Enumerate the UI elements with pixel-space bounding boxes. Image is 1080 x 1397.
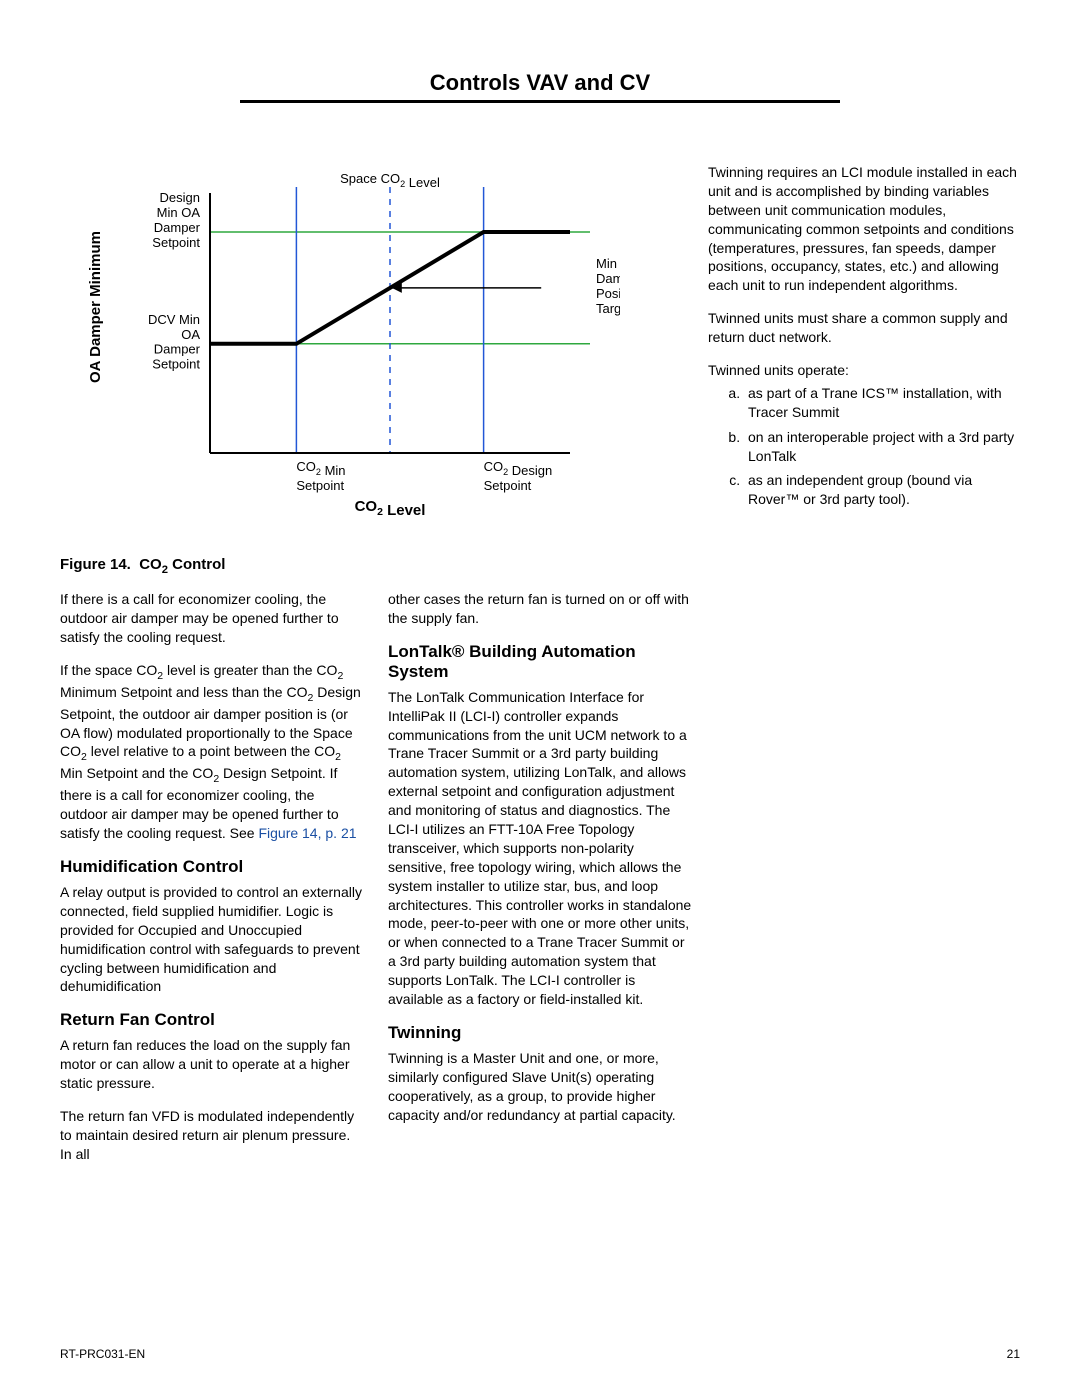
column-1: If there is a call for economizer coolin… [60,590,364,1178]
co2-modulation-paragraph: If the space CO2 level is greater than t… [60,661,364,843]
column-3-top: Twinning requires an LCI module installe… [708,163,1020,590]
twinned-operate-intro: Twinned units operate: [708,361,1020,380]
top-row: Space CO2 LevelDesignMin OADamperSetpoin… [60,163,1020,590]
economizer-paragraph: If there is a call for economizer coolin… [60,590,364,647]
chart-column: Space CO2 LevelDesignMin OADamperSetpoin… [60,163,684,590]
svg-text:DCV MinOADamperSetpoint: DCV MinOADamperSetpoint [148,312,201,372]
humidification-paragraph: A relay output is provided to control an… [60,883,364,996]
page-footer: RT-PRC031-EN 21 [60,1347,1020,1361]
page-number: 21 [1007,1347,1020,1361]
return-fan-heading: Return Fan Control [60,1010,364,1030]
svg-text:Min OADamperPositionTarget: Min OADamperPositionTarget [596,256,620,316]
document-page: Controls VAV and CV Space CO2 LevelDesig… [0,0,1080,1397]
column-3-bottom [716,590,1020,1178]
co2-control-chart: Space CO2 LevelDesignMin OADamperSetpoin… [60,163,620,543]
svg-text:DesignMin OADamperSetpoint: DesignMin OADamperSetpoint [152,190,200,250]
list-item: on an interoperable project with a 3rd p… [744,428,1020,466]
figure-caption: Figure 14. CO2 Control [60,556,684,576]
title-rule [240,100,840,103]
svg-text:CO2 DesignSetpoint: CO2 DesignSetpoint [484,459,553,493]
column-2: other cases the return fan is turned on … [388,590,692,1178]
list-item: as an independent group (bound via Rover… [744,471,1020,509]
twinned-duct-paragraph: Twinned units must share a common supply… [708,309,1020,347]
humidification-heading: Humidification Control [60,857,364,877]
twinned-operate-list: as part of a Trane ICS™ installation, wi… [708,384,1020,509]
twinning-paragraph: Twinning is a Master Unit and one, or mo… [388,1049,692,1125]
svg-text:CO2 Level: CO2 Level [355,498,426,519]
return-fan-p2: The return fan VFD is modulated independ… [60,1107,364,1164]
list-item: as part of a Trane ICS™ installation, wi… [744,384,1020,422]
svg-text:OA Damper Minimum: OA Damper Minimum [87,231,104,383]
lontalk-heading: LonTalk® Building Automation System [388,642,692,682]
page-title: Controls VAV and CV [60,70,1020,96]
return-fan-continued: other cases the return fan is turned on … [388,590,692,628]
twinning-req-paragraph: Twinning requires an LCI module installe… [708,163,1020,295]
body-columns: If there is a call for economizer coolin… [60,590,1020,1178]
lontalk-paragraph: The LonTalk Communication Interface for … [388,688,692,1009]
doc-id: RT-PRC031-EN [60,1347,145,1361]
svg-text:CO2 MinSetpoint: CO2 MinSetpoint [296,459,345,493]
return-fan-p1: A return fan reduces the load on the sup… [60,1036,364,1093]
twinning-heading: Twinning [388,1023,692,1043]
